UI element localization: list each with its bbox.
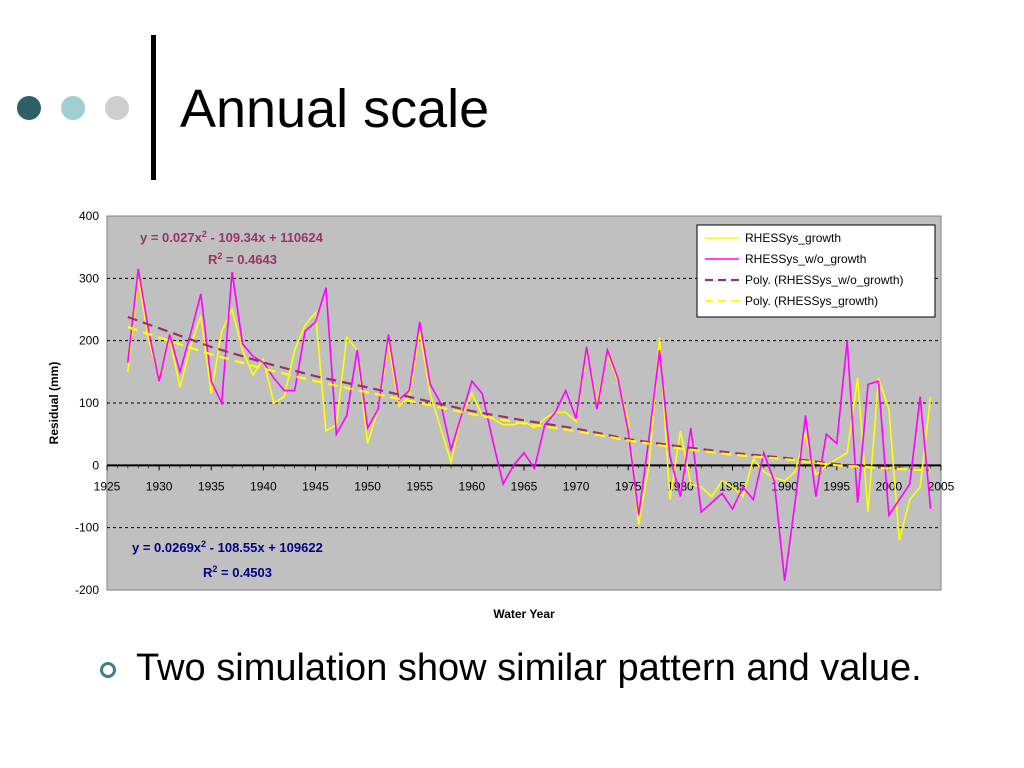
x-tick-label: 1925 <box>94 479 121 493</box>
trend-r-squared: R2 = 0.4643 <box>208 251 277 267</box>
series-line-3 <box>127 325 931 472</box>
x-tick-label: 1950 <box>354 479 381 493</box>
legend-label: Poly. (RHESSys_growth) <box>745 294 878 308</box>
y-tick-label: 200 <box>79 334 99 348</box>
x-tick-label: 1955 <box>406 479 433 493</box>
x-tick-label: 1980 <box>667 479 694 493</box>
x-tick-label: 2005 <box>928 479 955 493</box>
trend-r-squared: R2 = 0.4503 <box>203 564 272 580</box>
x-tick-label: 1970 <box>563 479 590 493</box>
chart-legend: RHESSys_growth RHESSys_w/o_growth Poly. (R… <box>696 224 936 318</box>
series-line-1 <box>127 268 932 581</box>
trend-equation: y = 0.027x2 - 109.34x + 110624 <box>140 229 324 245</box>
decor-dot-gray <box>105 96 129 120</box>
x-tick-label: 1940 <box>250 479 277 493</box>
title-divider <box>151 35 156 180</box>
bullet-text: Two simulation show similar pattern and … <box>136 647 922 689</box>
trend-equation: y = 0.0269x2 - 108.55x + 109622 <box>132 539 323 555</box>
bullet-icon <box>100 662 116 678</box>
x-tick-label: 1990 <box>771 479 798 493</box>
legend-label: RHESSys_growth <box>745 231 841 245</box>
decor-dot-teal <box>61 96 85 120</box>
y-tick-label: 100 <box>79 396 99 410</box>
residual-chart: -200 -100 0 100 200 300 400 1925 1930 1935 1940 194… <box>40 200 960 630</box>
y-tick-label: 400 <box>79 209 99 223</box>
x-tick-label: 1960 <box>459 479 486 493</box>
slide-title: Annual scale <box>180 79 490 139</box>
legend-label: Poly. (RHESSys_w/o_growth) <box>745 273 904 287</box>
decor-dot-dark <box>17 96 41 120</box>
series-line-2 <box>127 315 931 472</box>
y-tick-label: -100 <box>75 521 99 535</box>
legend-label: RHESSys_w/o_growth <box>745 252 866 266</box>
x-tick-label: 1995 <box>823 479 850 493</box>
x-tick-label: 2000 <box>876 479 903 493</box>
x-tick-label: 1930 <box>146 479 173 493</box>
y-tick-label: -200 <box>75 583 99 597</box>
x-tick-label: 1935 <box>198 479 225 493</box>
x-tick-label: 1945 <box>302 479 329 493</box>
y-tick-label: 0 <box>92 458 99 472</box>
y-axis-label: Residual (mm) <box>47 362 61 445</box>
x-axis-label: Water Year <box>493 607 555 621</box>
x-tick-label: 1965 <box>511 479 538 493</box>
y-tick-label: 300 <box>79 271 99 285</box>
x-tick-label: 1975 <box>615 479 642 493</box>
